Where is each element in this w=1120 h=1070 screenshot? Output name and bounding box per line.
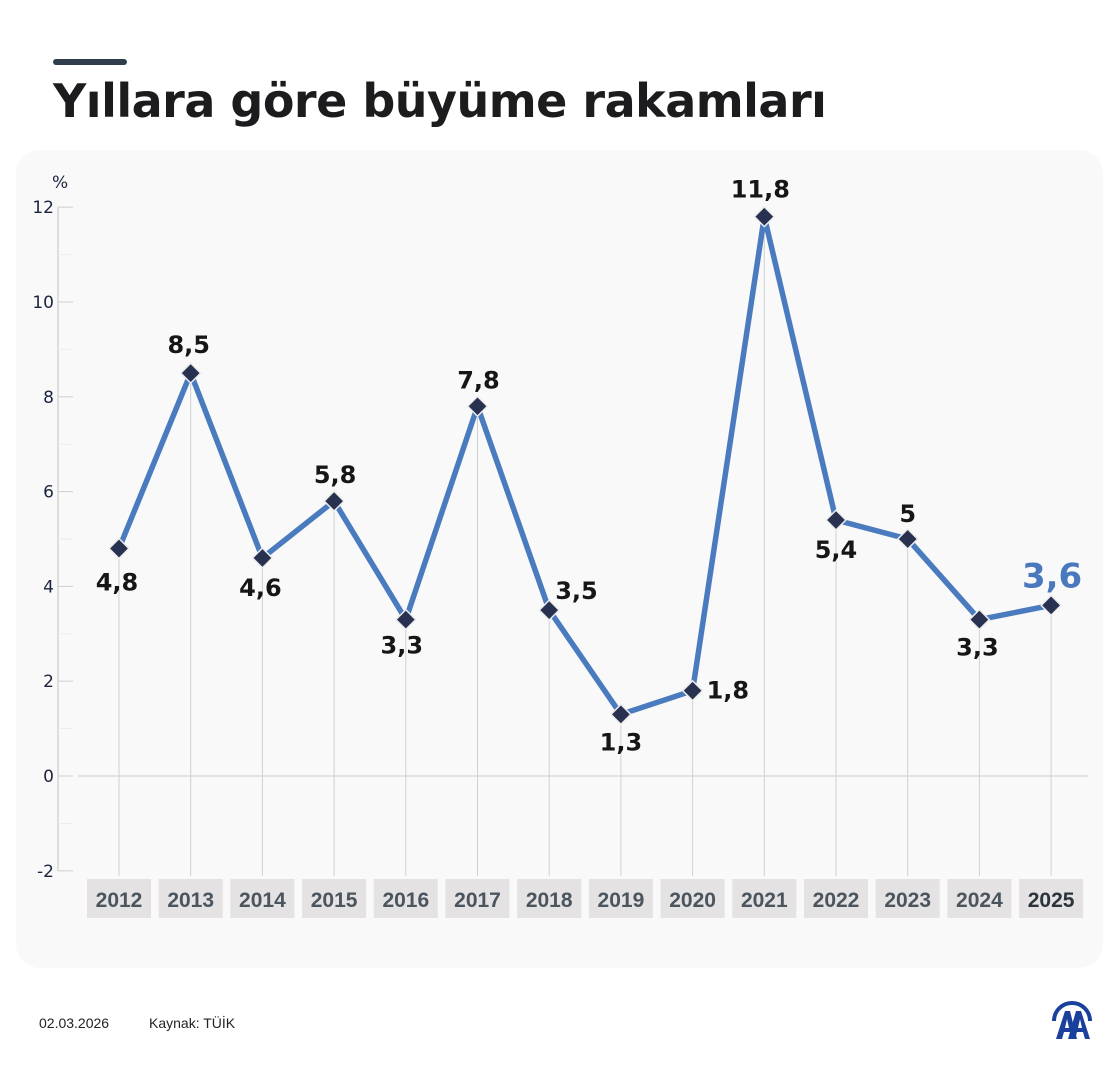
data-point-marker — [538, 599, 561, 622]
year-label-box — [230, 879, 295, 918]
year-label-box — [302, 879, 367, 918]
year-label: 2012 — [96, 889, 143, 912]
data-point-marker — [108, 537, 130, 560]
aa-logo-icon — [1052, 1001, 1092, 1039]
year-label-box — [445, 879, 510, 918]
data-point-marker — [896, 528, 919, 550]
year-label: 2023 — [884, 889, 931, 912]
y-axis-unit: % — [52, 173, 68, 193]
year-label: 2021 — [741, 889, 788, 912]
y-tick-label: 10 — [32, 293, 54, 313]
year-label: 2018 — [526, 889, 573, 912]
y-tick-label: 8 — [43, 388, 54, 408]
data-point-marker — [609, 703, 632, 726]
y-tick-label: 12 — [32, 198, 54, 218]
year-label: 2014 — [239, 889, 286, 912]
year-label-box — [1019, 879, 1084, 918]
data-value-label: 8,5 — [167, 331, 210, 359]
data-point-marker — [968, 608, 991, 631]
year-label-box — [947, 879, 1012, 918]
data-point-marker — [394, 608, 417, 631]
data-point-marker — [753, 205, 776, 228]
year-label: 2022 — [813, 889, 860, 912]
data-value-label: 4,6 — [239, 574, 282, 602]
year-label-box — [875, 879, 940, 918]
page-title: Yıllara göre büyüme rakamları — [53, 74, 827, 128]
year-label-box — [373, 879, 438, 918]
y-tick-label: 0 — [43, 767, 54, 787]
data-point-marker — [466, 395, 489, 418]
y-tick-label: 2 — [43, 672, 54, 692]
data-point-marker — [179, 362, 202, 385]
data-point-marker — [251, 546, 274, 569]
data-value-label: 3,5 — [555, 577, 598, 605]
source-credit: Kaynak: TÜİK — [149, 1015, 236, 1031]
year-label-box — [87, 879, 151, 918]
year-label: 2017 — [454, 889, 501, 912]
data-value-label: 5,8 — [314, 461, 357, 489]
year-label-box — [588, 879, 653, 918]
data-value-label: 1,3 — [600, 728, 643, 756]
data-point-marker — [323, 490, 346, 513]
data-value-label: 5 — [899, 500, 916, 528]
data-value-label: 3,6 — [1022, 556, 1082, 596]
year-label: 2024 — [956, 889, 1003, 912]
y-tick-label: 4 — [43, 577, 54, 597]
data-value-label: 11,8 — [731, 176, 790, 204]
year-label-box — [158, 879, 223, 918]
publish-date: 02.03.2026 — [39, 1015, 110, 1031]
data-value-label: 3,3 — [381, 632, 424, 660]
year-label: 2013 — [167, 889, 214, 912]
data-value-label: 3,3 — [956, 634, 999, 662]
year-label-box — [517, 879, 582, 918]
year-label: 2025 — [1028, 889, 1075, 912]
y-tick-label: 6 — [43, 483, 54, 503]
data-point-marker — [681, 679, 704, 702]
data-point-marker — [1040, 594, 1063, 617]
title-accent-bar — [53, 59, 127, 65]
year-label-box — [804, 879, 868, 918]
data-value-label: 5,4 — [815, 536, 858, 564]
year-label: 2020 — [669, 889, 716, 912]
year-label-box — [732, 879, 797, 918]
y-tick-label: -2 — [37, 862, 54, 882]
year-label: 2015 — [311, 889, 358, 912]
data-value-label: 7,8 — [457, 366, 500, 394]
year-label-box — [660, 879, 725, 918]
year-label: 2016 — [382, 889, 429, 912]
data-value-label: 1,8 — [707, 677, 750, 705]
data-point-marker — [825, 509, 847, 532]
growth-line — [116, 216, 1052, 718]
data-value-label: 4,8 — [96, 568, 139, 596]
year-label: 2019 — [598, 889, 645, 912]
